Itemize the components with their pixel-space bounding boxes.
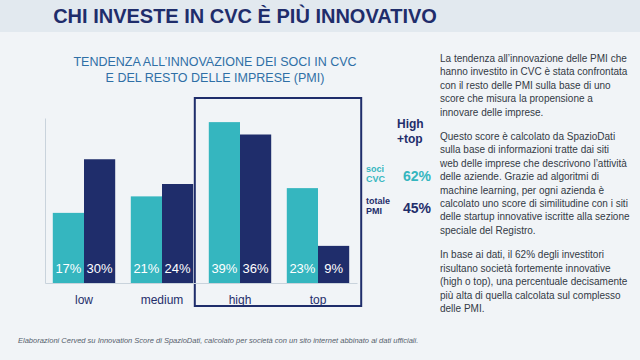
data-label: 39% — [211, 261, 237, 276]
x-tick: low — [75, 283, 93, 307]
x-tick: top — [310, 283, 327, 307]
bar — [84, 159, 115, 283]
data-label: 9% — [324, 261, 343, 276]
annotation-title: High+top — [397, 117, 424, 146]
bar — [287, 188, 318, 283]
bar — [53, 213, 84, 283]
paragraph: Questo score è calcolato da SpazioDati s… — [440, 130, 630, 237]
bar — [131, 196, 162, 283]
x-tick: medium — [141, 283, 184, 307]
bar — [318, 246, 349, 283]
bar — [240, 135, 271, 284]
data-label: 36% — [243, 261, 269, 276]
x-tick: high — [229, 283, 252, 307]
data-label: 30% — [87, 261, 113, 276]
highlight-box — [195, 98, 361, 306]
x-tick-label: medium — [141, 293, 184, 307]
legend-label: sociCVC — [366, 164, 386, 184]
x-tick-label: low — [75, 293, 93, 307]
page-title: CHI INVESTE IN CVC È PIÙ INNOVATIVO — [53, 4, 437, 27]
banner — [0, 0, 640, 32]
paragraph: In base ai dati, il 62% degli investitor… — [440, 248, 630, 315]
chart-title: TENDENZA ALL’INNOVAZIONE DEI SOCI IN CVC… — [73, 55, 356, 85]
data-label: 24% — [165, 261, 191, 276]
annotation-value: 45% — [403, 200, 432, 216]
x-tick-label: high — [229, 293, 252, 307]
data-labels: 17% 21% 39% 23% 30% 24% 36% 9% — [55, 261, 343, 276]
annotation-value: 62% — [403, 168, 432, 184]
data-label: 23% — [289, 261, 315, 276]
bars — [53, 122, 349, 283]
side-text: La tendenza all’innovazione delle PMI ch… — [440, 52, 630, 326]
x-tick-label: top — [310, 293, 327, 307]
x-axis: low medium high top — [46, 283, 358, 307]
paragraph: La tendenza all’innovazione delle PMI ch… — [440, 52, 630, 119]
y-axis-line — [45, 119, 46, 284]
footnote: Elaborazioni Cerved su Innovation Score … — [18, 336, 418, 345]
y-axis — [45, 119, 46, 284]
x-axis-line — [46, 283, 358, 284]
data-label: 21% — [133, 261, 159, 276]
bar — [209, 122, 240, 283]
legend-label: totalePMI — [366, 196, 390, 216]
data-label: 17% — [55, 261, 81, 276]
bar — [162, 184, 193, 283]
